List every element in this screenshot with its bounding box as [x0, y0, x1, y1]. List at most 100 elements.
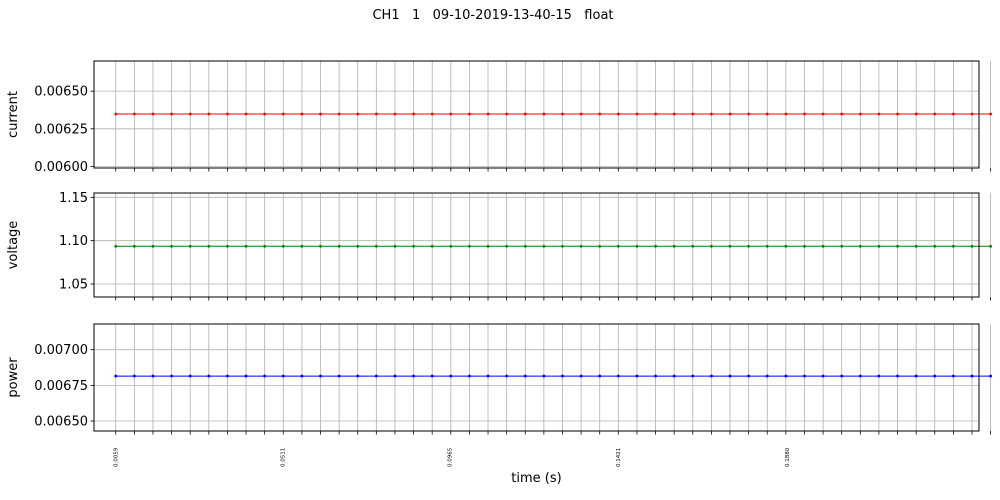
data-point — [691, 112, 695, 116]
data-point — [356, 112, 360, 116]
y-axis-label: voltage — [6, 221, 21, 270]
data-point — [226, 112, 229, 116]
y-tick-label: 0.00600 — [34, 160, 88, 175]
data-point — [970, 244, 974, 248]
y-tick-label: 1.05 — [59, 278, 88, 293]
data-point — [356, 374, 360, 378]
data-point — [505, 112, 509, 116]
data-point — [896, 112, 899, 116]
data-point — [654, 244, 657, 248]
data-point — [412, 244, 415, 248]
y-tick-label: 0.00625 — [34, 122, 88, 137]
data-point — [858, 112, 862, 116]
data-point — [319, 244, 322, 248]
data-point — [151, 374, 155, 378]
data-point — [393, 112, 397, 116]
data-point — [542, 374, 546, 378]
data-point — [542, 112, 546, 116]
data-point — [616, 374, 620, 378]
data-point — [207, 244, 211, 248]
data-point — [449, 244, 453, 248]
x-tick-label: 0.1421 — [616, 448, 622, 467]
data-point — [951, 244, 955, 248]
data-point — [337, 244, 341, 248]
data-point — [765, 244, 769, 248]
data-point — [523, 244, 527, 248]
data-point — [877, 244, 881, 248]
data-point — [486, 244, 490, 248]
data-point — [765, 374, 769, 378]
axes-frame — [93, 323, 980, 432]
data-point — [635, 374, 639, 378]
data-point — [989, 374, 993, 378]
data-point — [896, 374, 899, 378]
data-point — [970, 112, 974, 116]
data-point — [170, 112, 173, 116]
data-point — [337, 112, 341, 116]
data-point — [933, 374, 937, 378]
data-point — [151, 112, 155, 116]
data-point — [170, 374, 173, 378]
data-point — [840, 244, 844, 248]
data-point — [244, 374, 248, 378]
data-point — [300, 112, 304, 116]
data-point — [430, 244, 434, 248]
data-point — [858, 244, 862, 248]
data-point — [263, 244, 267, 248]
data-point — [616, 244, 620, 248]
data-point — [468, 374, 471, 378]
data-point — [374, 244, 378, 248]
y-tick-label: 1.10 — [59, 234, 88, 249]
data-point — [579, 112, 583, 116]
data-point — [784, 374, 788, 378]
data-point — [449, 112, 453, 116]
data-point — [114, 374, 118, 378]
data-point — [709, 112, 713, 116]
x-tick-label: 0.0511 — [280, 448, 286, 467]
data-point — [561, 112, 564, 116]
axes-frame — [93, 192, 980, 298]
data-point — [226, 374, 229, 378]
data-point — [709, 374, 713, 378]
y-tick-label: 0.00675 — [34, 379, 88, 394]
data-point — [821, 244, 825, 248]
data-point — [970, 374, 974, 378]
data-point — [914, 112, 918, 116]
data-point — [803, 112, 806, 116]
x-axis-label: time (s) — [511, 471, 561, 486]
data-point — [914, 374, 918, 378]
data-point — [709, 244, 713, 248]
data-point — [468, 112, 471, 116]
data-point — [672, 112, 676, 116]
data-point — [654, 374, 657, 378]
data-point — [523, 112, 527, 116]
data-point — [393, 374, 397, 378]
data-point — [300, 244, 304, 248]
data-point — [505, 374, 509, 378]
data-point — [765, 112, 769, 116]
data-point — [691, 244, 695, 248]
data-point — [840, 112, 844, 116]
data-point — [598, 244, 602, 248]
data-point — [393, 244, 397, 248]
data-point — [654, 112, 657, 116]
y-axis-label: current — [6, 91, 21, 138]
data-point — [486, 112, 490, 116]
data-point — [132, 112, 136, 116]
data-point — [803, 244, 806, 248]
data-point — [933, 244, 937, 248]
y-tick-label: 0.00700 — [34, 343, 88, 358]
data-point — [114, 244, 118, 248]
y-axis-label: power — [6, 357, 21, 398]
x-tick-label: 0.0965 — [448, 447, 454, 467]
data-point — [672, 374, 676, 378]
data-point — [616, 112, 620, 116]
axes-frame — [93, 60, 980, 169]
data-point — [784, 112, 788, 116]
data-point — [412, 112, 415, 116]
data-point — [244, 244, 248, 248]
data-point — [188, 112, 192, 116]
data-point — [579, 244, 583, 248]
x-tick-label: 0.1880 — [785, 447, 791, 467]
